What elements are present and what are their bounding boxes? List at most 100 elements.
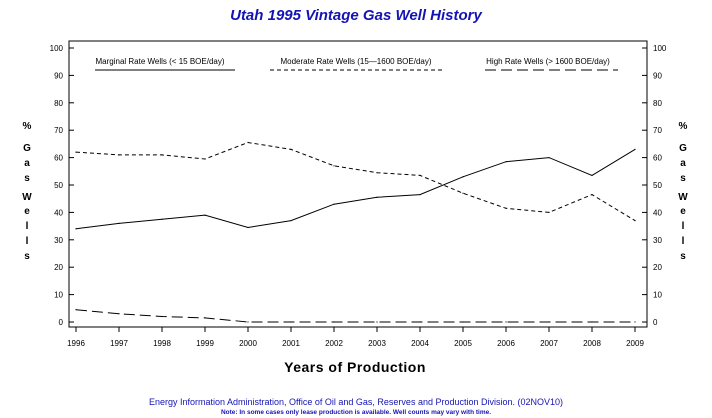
data-point [75, 151, 77, 153]
x-tick-label: 2008 [583, 339, 601, 348]
x-tick-label: 2006 [497, 339, 515, 348]
y-axis-label-letter: W [22, 192, 32, 203]
y-tick-label-right: 0 [653, 318, 658, 327]
x-tick-label: 2002 [325, 339, 343, 348]
data-point [419, 321, 421, 323]
x-tick-label: 2005 [454, 339, 472, 348]
y-axis-left: 0 10 20 30 40 50 60 70 80 90 100 [50, 44, 74, 327]
y-tick-label-left: 60 [54, 154, 63, 163]
data-point [548, 211, 550, 213]
data-point [634, 148, 636, 150]
series-line-dashed [75, 141, 636, 222]
y-axis-label-letter: l [26, 236, 29, 247]
data-point [376, 321, 378, 323]
data-point [634, 321, 636, 323]
data-point [204, 317, 206, 319]
y-axis-label-letter: a [24, 158, 30, 169]
data-point [419, 193, 421, 196]
data-point [118, 313, 120, 315]
legend-label: Moderate Rate Wells (15—1600 BOE/day) [280, 57, 431, 66]
data-point [376, 172, 378, 174]
y-tick-label-left: 10 [54, 291, 63, 300]
y-axis-label-letter: s [680, 173, 686, 184]
data-point [548, 321, 550, 323]
y-tick-label-right: 50 [653, 181, 662, 190]
y-axis-label-letter: s [680, 251, 686, 262]
data-point [290, 148, 292, 150]
x-axis: 1996 1997 1998 1999 2000 2001 2002 2003 2004 2005… [67, 327, 644, 348]
y-tick-label-left: 30 [54, 236, 63, 245]
data-point [376, 196, 378, 198]
data-point [505, 321, 507, 323]
y-tick-label-right: 40 [653, 208, 662, 217]
y-axis-label-letter: G [23, 143, 31, 154]
data-point [462, 321, 464, 323]
data-point [548, 157, 550, 159]
data-point [118, 154, 120, 156]
series-line-solid [75, 148, 636, 230]
y-tick-label-right: 100 [653, 44, 667, 53]
data-point [591, 321, 593, 323]
y-tick-label-right: 90 [653, 71, 662, 80]
data-point [290, 321, 292, 323]
data-point [333, 203, 335, 205]
data-point [591, 174, 593, 177]
y-tick-label-left: 90 [54, 71, 63, 80]
y-axis-label-letter: a [680, 158, 686, 169]
x-tick-label: 2004 [411, 339, 429, 348]
x-tick-label: 2001 [282, 339, 300, 348]
data-point [290, 220, 292, 222]
x-tick-label: 1997 [110, 339, 128, 348]
legend-label: Marginal Rate Wells (< 15 BOE/day) [95, 57, 224, 66]
y-axis-label-letter: l [26, 221, 29, 232]
data-point [462, 176, 464, 178]
plot-frame [68, 40, 648, 328]
legend: Marginal Rate Wells (< 15 BOE/day) Modera… [95, 57, 618, 71]
x-tick-label: 2003 [368, 339, 386, 348]
series-line-longdash [75, 309, 635, 323]
y-axis-label-letter: e [680, 206, 686, 217]
y-tick-label-right: 60 [653, 154, 662, 163]
data-point [505, 207, 507, 209]
y-axis-label-letter: l [682, 221, 685, 232]
y-axis-label-letter: s [24, 173, 30, 184]
y-axis-label-letter: G [679, 143, 687, 154]
data-point [161, 218, 163, 220]
data-point [462, 192, 464, 194]
data-point [333, 321, 335, 323]
x-tick-label: 2009 [626, 339, 644, 348]
footer-source: Energy Information Administration, Offic… [149, 397, 563, 407]
chart-title: Utah 1995 Vintage Gas Well History [230, 7, 482, 24]
x-axis-label: Years of Production [284, 359, 426, 375]
y-axis-label-letter: % [23, 121, 32, 132]
legend-label: High Rate Wells (> 1600 BOE/day) [486, 57, 610, 66]
data-point [333, 165, 335, 167]
data-point [75, 228, 77, 230]
y-tick-label-left: 40 [54, 208, 63, 217]
y-tick-label-left: 0 [59, 318, 64, 327]
y-axis-label-letter: W [678, 192, 688, 203]
x-tick-label: 2000 [239, 339, 257, 348]
y-axis-label-letter: e [24, 206, 30, 217]
data-point [75, 309, 77, 311]
y-tick-label-left: 80 [54, 99, 63, 108]
data-point [118, 222, 120, 224]
y-tick-label-right: 30 [653, 236, 662, 245]
x-tick-label: 1999 [196, 339, 214, 348]
x-tick-label: 2007 [540, 339, 558, 348]
y-axis-label-letter: s [24, 251, 30, 262]
data-point [247, 226, 249, 229]
data-point [591, 193, 593, 196]
y-tick-label-left: 70 [54, 126, 63, 135]
series-layer [75, 141, 636, 323]
data-point [634, 220, 636, 222]
y-tick-label-left: 20 [54, 263, 63, 272]
y-tick-label-left: 50 [54, 181, 63, 190]
y-axis-label-letter: % [679, 121, 688, 132]
x-tick-label: 1996 [67, 339, 85, 348]
y-axis-right: 0 10 20 30 40 50 60 70 80 90 100 [642, 44, 667, 327]
x-tick-label: 1998 [153, 339, 171, 348]
